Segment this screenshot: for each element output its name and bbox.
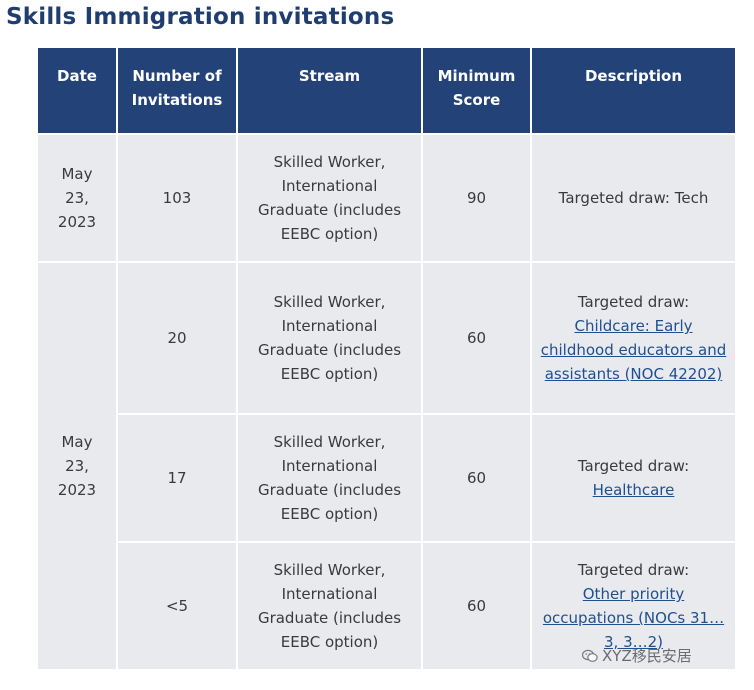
description-cell: Targeted draw: Healthcare (530, 413, 737, 543)
description-text: Targeted draw: (577, 457, 690, 475)
header-number-of-invitations: Number of Invitations (116, 48, 238, 135)
stream-cell: Skilled Worker, International Graduate (… (236, 541, 423, 671)
header-stream: Stream (236, 48, 423, 135)
score-cell: 60 (421, 413, 532, 543)
invitations-cell: <5 (117, 541, 238, 671)
header-date: Date (38, 48, 118, 135)
other-priority-occupations-link[interactable]: Other priority occupations (NOCs 31…3, 3… (542, 585, 725, 651)
description-cell: Targeted draw: Childcare: Early childhoo… (530, 261, 737, 415)
table-header-row: Date Number of Invitations Stream Minimu… (38, 48, 737, 135)
description-cell: Targeted draw: Other priority occupation… (530, 541, 737, 671)
description-text: Targeted draw: (577, 293, 690, 311)
header-minimum-score: Minimum Score (421, 48, 532, 135)
description-cell: Targeted draw: Tech (530, 133, 737, 263)
stream-cell: Skilled Worker, International Graduate (… (236, 413, 423, 543)
invitations-table: Date Number of Invitations Stream Minimu… (38, 48, 737, 671)
watermark-text: XYZ移民安居 (602, 647, 692, 665)
table-row: May 23, 2023 20 Skilled Worker, Internat… (38, 261, 737, 671)
description-text: Targeted draw: Tech (558, 189, 709, 207)
table-row: <5 Skilled Worker, International Graduat… (38, 541, 737, 671)
date-cell: May 23, 2023 (38, 261, 118, 671)
wechat-icon (582, 649, 598, 662)
invitations-cell: 20 (116, 261, 238, 415)
stream-cell: Skilled Worker, International Graduate (… (236, 133, 423, 263)
healthcare-link[interactable]: Healthcare (592, 481, 675, 499)
table-row: 17 Skilled Worker, International Graduat… (38, 413, 737, 543)
score-cell: 90 (421, 133, 532, 263)
watermark: XYZ移民安居 (582, 645, 692, 666)
invitations-cell: 103 (116, 133, 238, 263)
invitations-cell: 17 (117, 413, 238, 543)
header-description: Description (530, 48, 737, 135)
description-text: Targeted draw: (577, 561, 690, 579)
stream-cell: Skilled Worker, International Graduate (… (236, 261, 423, 415)
score-cell: 60 (421, 261, 532, 415)
table-row: May 23, 2023 103 Skilled Worker, Interna… (38, 133, 737, 263)
date-cell: May 23, 2023 (38, 133, 118, 263)
page-title: Skills Immigration invitations (6, 4, 395, 30)
score-cell: 60 (421, 541, 532, 671)
childcare-link[interactable]: Childcare: Early childhood educators and… (540, 317, 727, 383)
